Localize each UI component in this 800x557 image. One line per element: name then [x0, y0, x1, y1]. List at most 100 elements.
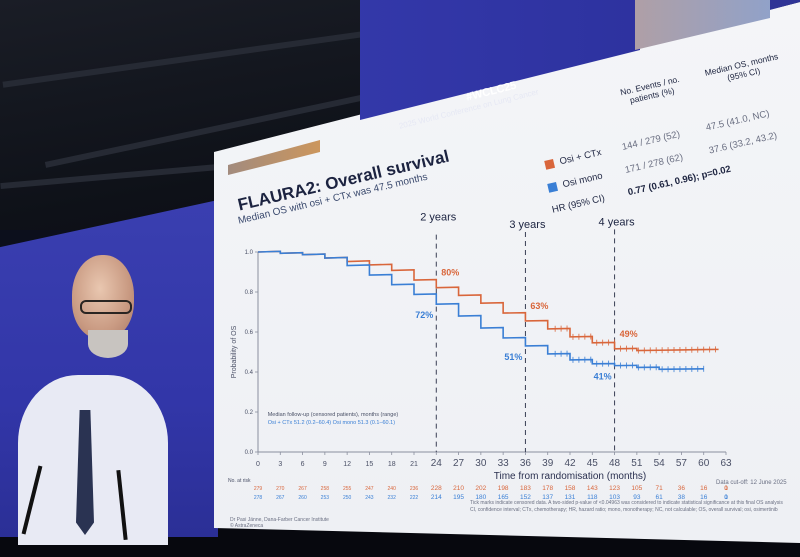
- x-tick-label: 42: [564, 458, 576, 469]
- x-tick-label: 45: [587, 458, 599, 469]
- x-tick-label: 21: [410, 461, 418, 468]
- y-axis-label: Probability of OS: [231, 325, 238, 378]
- annotation-label: 3 years: [509, 219, 546, 231]
- at-risk-value: 103: [609, 494, 620, 501]
- y-tick-label: 0.6: [245, 330, 254, 336]
- x-tick-label: 18: [388, 461, 396, 468]
- annotation-value: 41%: [594, 372, 612, 382]
- x-tick-label: 54: [654, 458, 666, 469]
- at-risk-value: 195: [453, 494, 464, 501]
- at-risk-value: 210: [453, 485, 464, 492]
- x-tick-label: 3: [278, 461, 282, 468]
- at-risk-value: 143: [587, 485, 598, 492]
- at-risk-value: 38: [678, 494, 686, 501]
- x-tick-label: 63: [720, 458, 732, 469]
- at-risk-value: 71: [656, 485, 664, 492]
- at-risk-value: 158: [565, 485, 576, 492]
- at-risk-value: 183: [520, 485, 531, 492]
- x-tick-label: 9: [323, 461, 327, 468]
- x-axis-label: Time from randomisation (months): [494, 471, 646, 482]
- footnote-1: Tick marks indicate censored data. A two…: [470, 500, 783, 506]
- x-tick-label: 39: [542, 458, 554, 469]
- at-risk-value: 105: [631, 485, 642, 492]
- y-tick-label: 0.0: [245, 450, 254, 456]
- chart-plot-area: 0 3 6 9 12 15 18 21 24 27 30 33 36 39 42 45 48 51 54 57 60 63…: [228, 212, 732, 501]
- at-risk-value: 228: [431, 485, 442, 492]
- at-risk-value: 267: [298, 486, 307, 492]
- at-risk-value: 243: [365, 495, 374, 501]
- at-risk-value: 198: [498, 485, 509, 492]
- at-risk-value: 93: [633, 494, 641, 501]
- speaker-beard: [88, 330, 128, 358]
- y-tick-label: 0.2: [245, 410, 254, 416]
- x-tick-label: 57: [676, 458, 688, 469]
- at-risk-value: 255: [343, 486, 352, 492]
- at-risk-value: 1: [724, 494, 728, 501]
- at-risk-value: 1: [724, 485, 728, 492]
- annotation-label: 4 years: [599, 216, 636, 228]
- at-risk-value: 278: [254, 495, 263, 501]
- footer-left: © AstraZeneca: [230, 523, 264, 529]
- y-tick-label: 0.4: [245, 370, 254, 376]
- speaker-glasses: [80, 300, 132, 314]
- at-risk-value: 118: [587, 494, 598, 501]
- speaker-head: [72, 255, 134, 339]
- at-risk-value: 137: [542, 494, 553, 501]
- at-risk-value: 232: [388, 495, 397, 501]
- x-tick-label: 6: [301, 461, 305, 468]
- at-risk-value: 180: [475, 494, 486, 501]
- y-tick-label: 1.0: [245, 250, 254, 256]
- presenter-note: Dr Pasi Jänne, Dana-Farber Cancer Instit…: [230, 517, 329, 523]
- at-risk-value: 258: [321, 486, 330, 492]
- at-risk-value: 61: [656, 494, 664, 501]
- at-risk-value: 214: [431, 494, 442, 501]
- at-risk-value: 152: [520, 494, 531, 501]
- x-tick-label: 36: [520, 458, 532, 469]
- x-tick-label: 12: [343, 461, 351, 468]
- at-risk-label: No. at risk: [228, 478, 251, 484]
- at-risk-value: 240: [388, 486, 397, 492]
- at-risk-value: 279: [254, 486, 263, 492]
- annotation-value: 51%: [504, 352, 522, 362]
- x-tick-label: 48: [609, 458, 621, 469]
- x-tick-label: 60: [698, 458, 710, 469]
- at-risk-value: 178: [542, 485, 553, 492]
- annotation-value: 72%: [415, 310, 433, 320]
- speaker-tie: [76, 410, 94, 535]
- at-risk-value: 253: [321, 495, 330, 501]
- at-risk-value: 0: [724, 494, 728, 501]
- annotation-value: 63%: [530, 301, 548, 311]
- data-cutoff: Data cut-off: 12 June 2025: [716, 480, 787, 486]
- followup-line: Osi + CTx 51.2 (0.2–60.4) Osi mono 51.3 …: [268, 420, 395, 426]
- at-risk-value: 236: [410, 486, 419, 492]
- at-risk-value: 123: [609, 485, 620, 492]
- at-risk-value: 36: [678, 485, 686, 492]
- x-tick-label: 51: [631, 458, 643, 469]
- x-tick-label: 30: [475, 458, 487, 469]
- at-risk-value: 222: [410, 495, 419, 501]
- x-tick-label: 15: [366, 461, 374, 468]
- x-tick-label: 33: [498, 458, 510, 469]
- at-risk-value: 260: [298, 495, 307, 501]
- at-risk-value: 247: [365, 486, 374, 492]
- annotation-label: 2 years: [420, 212, 457, 224]
- at-risk-value: 165: [498, 494, 509, 501]
- annotation-value: 49%: [620, 329, 638, 339]
- at-risk-value: 16: [700, 485, 708, 492]
- at-risk-value: 270: [276, 486, 285, 492]
- x-tick-label: 0: [256, 461, 260, 468]
- at-risk-value: 0: [724, 485, 728, 492]
- at-risk-value: 250: [343, 495, 352, 501]
- x-tick-label: 27: [453, 458, 465, 469]
- x-tick-label: 24: [431, 458, 443, 469]
- at-risk-value: 16: [700, 494, 708, 501]
- series-line-osi-ctx: [257, 250, 719, 352]
- at-risk-value: 267: [276, 495, 285, 501]
- followup-title: Median follow-up (censored patients), mo…: [268, 412, 399, 418]
- annotation-value: 80%: [441, 268, 459, 278]
- y-tick-label: 0.8: [245, 290, 254, 296]
- at-risk-value: 131: [565, 494, 576, 501]
- footnote-2: CI, confidence interval; CTx, chemothera…: [470, 507, 778, 513]
- at-risk-value: 202: [475, 485, 486, 492]
